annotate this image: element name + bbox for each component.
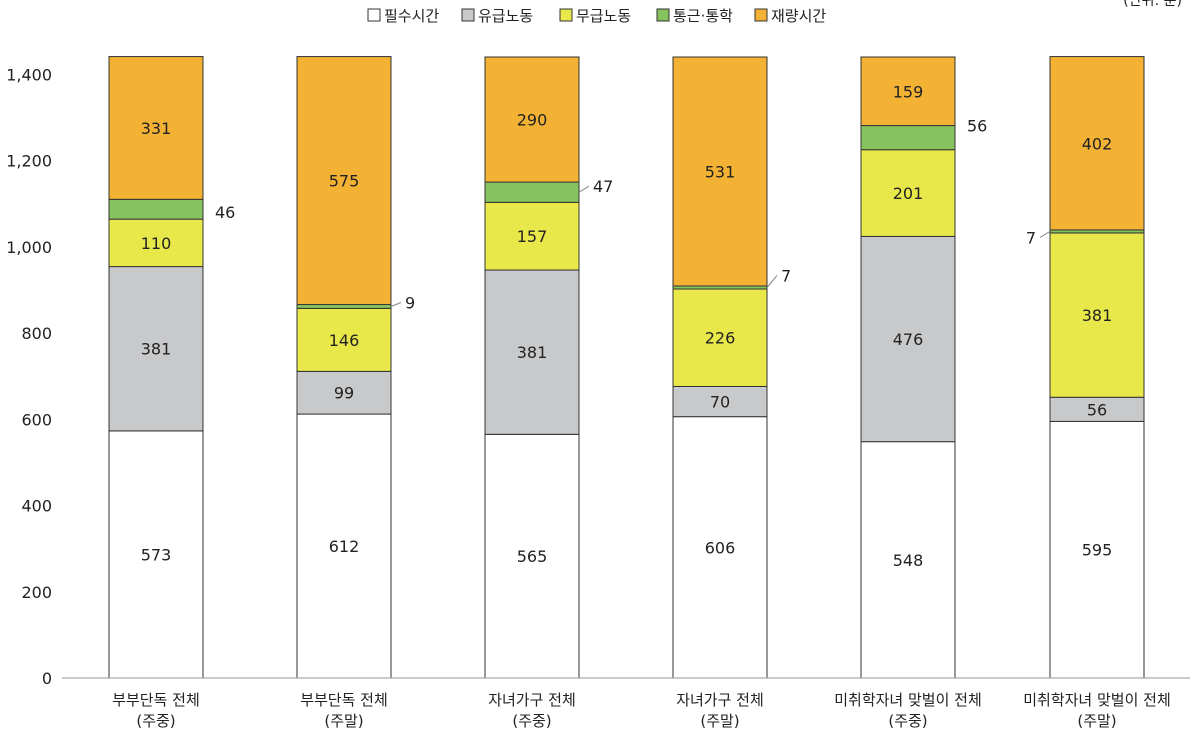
bar-segment: [1049, 396, 1145, 422]
data-label: 99: [334, 384, 354, 403]
x-tick-label: (주중): [136, 712, 175, 730]
x-tick-label: 미취학자녀 맞벌이 전체: [1023, 691, 1171, 709]
data-label: 70: [710, 393, 730, 412]
bar-segment: [484, 181, 580, 203]
data-label: 110: [141, 234, 172, 253]
legend-label: 재량시간: [771, 7, 826, 25]
y-tick-label: 400: [21, 497, 52, 516]
data-label: 612: [329, 537, 360, 556]
bar-segment: [860, 441, 956, 679]
bar-segment: [672, 288, 768, 387]
leader-line: [390, 302, 402, 307]
y-tick-label: 1,400: [6, 65, 52, 84]
bar-segment: [672, 416, 768, 679]
y-tick-label: 600: [21, 410, 52, 429]
bar-segment: [108, 56, 204, 200]
bar-segment: [860, 235, 956, 443]
x-tick-label: 부부단독 전체: [112, 691, 200, 709]
y-tick-label: 200: [21, 583, 52, 602]
leader-line: [578, 185, 590, 193]
bar-segment: [108, 430, 204, 679]
x-tick-label: 자녀가구 전체: [488, 691, 576, 709]
data-label: 573: [141, 545, 172, 564]
bar-segment: [860, 56, 956, 127]
y-axis: 0 200 400 600 800 1,000 1,200 1,400: [6, 65, 52, 688]
bar-segment: [484, 56, 580, 183]
legend-label: 필수시간: [384, 7, 439, 25]
data-label: 157: [517, 227, 548, 246]
legend-swatch: [559, 8, 573, 22]
legend-swatch: [656, 8, 670, 22]
bar-segment: [484, 269, 580, 435]
data-label: 381: [1082, 306, 1113, 325]
bar-segment: [1049, 56, 1145, 231]
bar-segment: [860, 125, 956, 151]
y-tick-label: 1,200: [6, 152, 52, 171]
data-label: 56: [967, 117, 987, 136]
x-tick-label: (주말): [1077, 712, 1116, 730]
legend-swatch: [367, 8, 381, 22]
y-tick-label: 1,000: [6, 238, 52, 257]
data-label: 7: [1026, 228, 1036, 247]
data-label: 548: [893, 551, 924, 570]
x-tick-label: (주중): [888, 712, 927, 730]
bar-segment: [484, 201, 580, 271]
x-tick-label: (주말): [700, 712, 739, 730]
leader-line: [1039, 231, 1051, 238]
bar-segment: [296, 56, 392, 306]
data-label: 47: [593, 177, 613, 196]
data-label: 46: [215, 203, 235, 222]
data-label: 331: [141, 119, 172, 138]
x-tick-label: (주말): [324, 712, 363, 730]
data-label: 606: [705, 538, 736, 557]
bar-segment: [296, 413, 392, 679]
legend: 필수시간 유급노동 무급노동 통근·통학 재량시간: [367, 7, 826, 25]
bar-segment: [296, 304, 392, 309]
bar-segment: [672, 56, 768, 287]
legend-swatch: [461, 8, 475, 22]
x-axis: 부부단독 전체 (주중) 부부단독 전체 (주말) 자녀가구 전체 (주중) 자녀가구 전체…: [62, 677, 1190, 730]
data-label: 290: [517, 111, 548, 130]
data-label: 226: [705, 329, 736, 348]
data-label: 476: [893, 330, 924, 349]
bar-segment: [108, 266, 204, 432]
x-tick-label: 자녀가구 전체: [676, 691, 764, 709]
data-label: 146: [329, 331, 360, 350]
x-tick-label: 부부단독 전체: [300, 691, 388, 709]
data-label: 402: [1082, 134, 1113, 153]
leader-line: [766, 275, 778, 288]
data-label: 381: [517, 343, 548, 362]
y-tick-label: 0: [42, 669, 52, 688]
data-label: 531: [705, 162, 736, 181]
data-label: 575: [329, 172, 360, 191]
bar-segment: [1049, 420, 1145, 679]
data-label: 381: [141, 340, 172, 359]
bar-segment: [1049, 232, 1145, 398]
x-tick-label: 미취학자녀 맞벌이 전체: [834, 691, 982, 709]
data-label: 7: [781, 267, 791, 286]
data-label: 159: [893, 82, 924, 101]
y-tick-label: 800: [21, 324, 52, 343]
data-label: 201: [893, 184, 924, 203]
data-label: 9: [405, 293, 415, 312]
x-tick-label: (주중): [512, 712, 551, 730]
legend-swatch: [754, 8, 768, 22]
data-label: 565: [517, 547, 548, 566]
unit-label: (단위: 분): [1123, 0, 1182, 9]
bars: 573 381 110 46 331 612 99 146 9 575 565 381 157 47 290…: [108, 56, 1145, 679]
data-label: 56: [1087, 400, 1107, 419]
bar-segment: [296, 307, 392, 372]
legend-label: 무급노동: [576, 7, 631, 25]
data-label: 595: [1082, 541, 1113, 560]
legend-label: 통근·통학: [673, 7, 733, 25]
bar-segment: [108, 198, 204, 220]
bar-segment: [296, 370, 392, 415]
legend-label: 유급노동: [478, 7, 533, 25]
